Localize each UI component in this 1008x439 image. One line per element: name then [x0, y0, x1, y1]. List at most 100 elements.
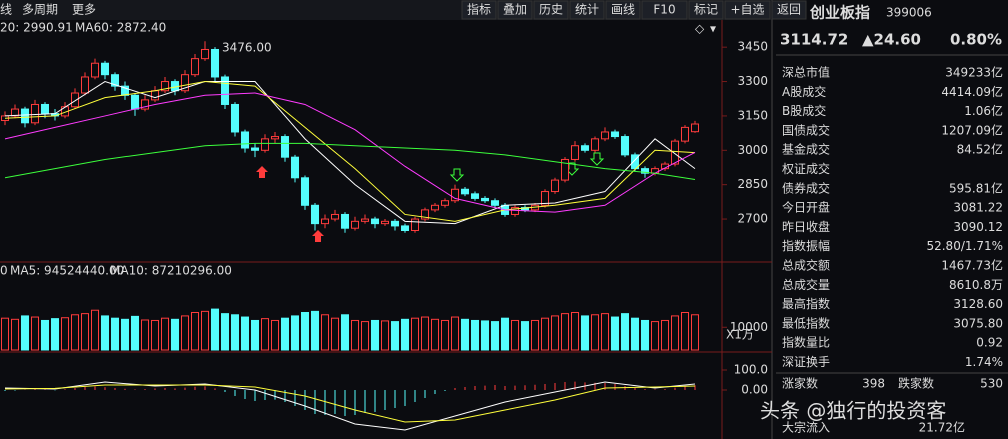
toolbar-button[interactable]	[569, 0, 605, 20]
volume-bar	[521, 321, 529, 351]
toolbar-button-label[interactable]: 指标	[467, 2, 491, 17]
row-value: 349233亿	[945, 65, 1003, 80]
candle-body	[141, 99, 149, 110]
volume-bar	[291, 315, 299, 351]
volume-bar	[441, 319, 449, 351]
volume-bar	[401, 318, 409, 351]
toolbar-button-label[interactable]: 叠加	[503, 3, 527, 17]
candle-body	[191, 58, 199, 76]
ma-line	[4, 81, 696, 222]
toolbar-button[interactable]	[724, 0, 771, 20]
row-label: 涨家数	[782, 376, 818, 391]
row-value: 530	[980, 377, 1003, 391]
volume-bar	[481, 320, 489, 351]
volume-bar	[121, 318, 129, 351]
volume-bar	[31, 316, 39, 351]
volume-bar	[601, 313, 609, 351]
candle-body	[21, 108, 29, 124]
candle-body	[591, 138, 599, 151]
volume-bar	[281, 317, 289, 351]
candle-body	[361, 218, 369, 222]
candle-body	[71, 92, 79, 108]
toolbar-button[interactable]	[688, 0, 724, 20]
volume-bar	[631, 317, 639, 351]
volume-header: MA5: 94524440.00	[10, 264, 124, 278]
toolbar-button[interactable]	[771, 0, 807, 20]
volume-bar	[331, 317, 339, 351]
icon[interactable]: ◇	[695, 22, 705, 36]
row-value: 52.80/1.71%	[926, 239, 1003, 253]
annotation: 3476.00	[222, 41, 272, 55]
volume-bar	[621, 313, 629, 351]
toolbar-button[interactable]	[461, 0, 497, 20]
row-value: 84.52亿	[957, 142, 1003, 157]
ma-label: 20: 2990.91	[0, 21, 73, 35]
toolbar-button-label[interactable]: 画线	[611, 3, 635, 17]
toolbar-button[interactable]	[533, 0, 569, 20]
row-value: 595.81亿	[949, 180, 1003, 195]
y-tick-label: 3000	[737, 143, 768, 157]
volume-bar	[471, 319, 479, 351]
row-label: 最低指数	[782, 315, 830, 330]
volume-bar	[451, 316, 459, 351]
row-label: 总成交额	[782, 258, 830, 273]
candle-body	[491, 200, 499, 206]
candle-body	[81, 76, 89, 94]
volume-bar	[641, 319, 649, 351]
candle-body	[581, 145, 589, 151]
toolbar-button-label[interactable]: 统计	[575, 3, 599, 17]
candle-body	[561, 158, 569, 181]
sell-arrow	[449, 152, 605, 182]
volume-bar	[591, 314, 599, 351]
candle-body	[681, 126, 689, 142]
volume-bar	[571, 312, 579, 351]
volume-bar	[431, 318, 439, 351]
y-tick-label: 2700	[737, 212, 768, 226]
icon[interactable]: ▾	[710, 22, 716, 36]
volume-bar	[421, 316, 429, 351]
row-label: 深总市值	[782, 65, 830, 80]
row-label: 大宗流入	[782, 420, 830, 435]
candle-body	[431, 204, 439, 211]
toolbar-button-label[interactable]: 返回	[777, 3, 801, 17]
candle-body	[221, 76, 229, 105]
volume-bar	[241, 316, 249, 351]
y-tick-label: 0.00	[741, 383, 768, 397]
toolbar-button-label[interactable]: +自选	[730, 3, 764, 17]
volume-bar	[381, 320, 389, 351]
candle-body	[411, 218, 419, 232]
index-name: 创业板指	[809, 4, 870, 22]
volume-bar	[91, 309, 99, 351]
candle-body	[31, 103, 39, 124]
y-tick-label: 3450	[737, 40, 768, 54]
row-value: 3090.12	[953, 220, 1003, 234]
row-label: 指数振幅	[782, 238, 830, 253]
volume-bar	[151, 319, 159, 351]
volume-bar	[551, 315, 559, 351]
toolbar-button-label[interactable]: 标记	[694, 3, 718, 17]
candle-body	[441, 200, 449, 206]
candle-body	[511, 207, 519, 215]
candle-body	[351, 220, 359, 229]
volume-bar	[341, 314, 349, 351]
volume-bar	[201, 310, 209, 351]
toolbar-button-label[interactable]: F10	[653, 3, 675, 17]
row-value: 8610.8万	[949, 278, 1003, 292]
candle-body	[101, 62, 109, 76]
candle-body	[551, 179, 559, 193]
volume-bar	[611, 316, 619, 351]
row-value: 398	[862, 377, 885, 391]
volume-bar	[511, 319, 519, 351]
volume-bar	[261, 318, 269, 351]
ma-line	[4, 142, 696, 181]
toolbar-button[interactable]	[605, 0, 641, 20]
row-label: 今日开盘	[782, 200, 830, 215]
toolbar-button-label[interactable]: 历史	[539, 3, 563, 17]
row-label: 总成交量	[782, 277, 830, 292]
toolbar-button[interactable]	[641, 0, 688, 20]
volume-bar	[111, 317, 119, 351]
row-label: 债券成交	[782, 180, 830, 195]
candle-body	[371, 218, 379, 225]
candle-body	[301, 177, 309, 206]
toolbar-button[interactable]	[497, 0, 533, 20]
